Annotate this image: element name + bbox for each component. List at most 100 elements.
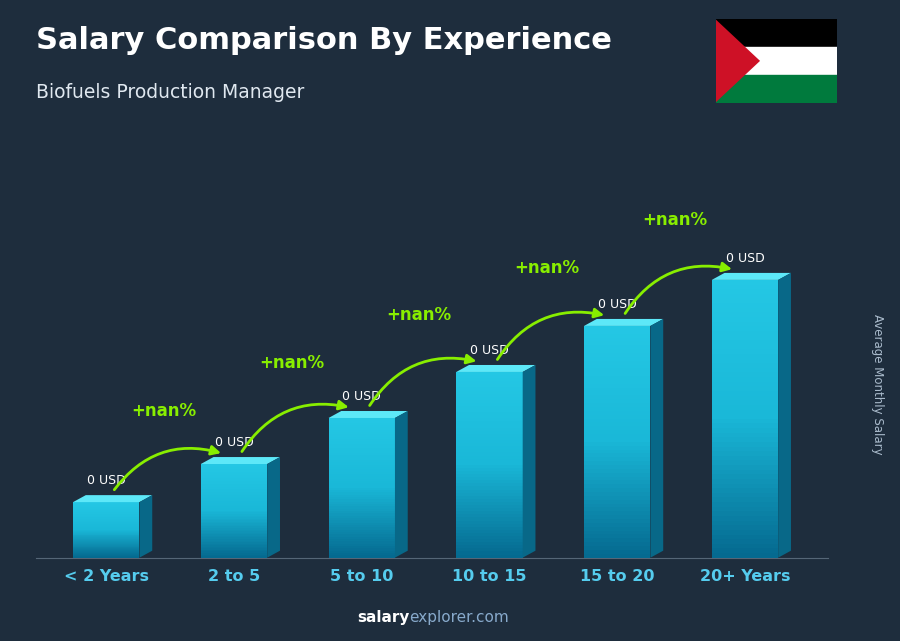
Bar bbox=[456, 495, 523, 499]
Text: 0 USD: 0 USD bbox=[470, 344, 508, 357]
Bar bbox=[712, 433, 778, 437]
Bar bbox=[712, 391, 778, 395]
Polygon shape bbox=[584, 319, 663, 326]
Bar bbox=[201, 537, 267, 539]
Bar bbox=[328, 555, 395, 558]
Bar bbox=[201, 529, 267, 531]
Polygon shape bbox=[395, 411, 408, 558]
Bar bbox=[456, 542, 523, 545]
Bar bbox=[328, 481, 395, 483]
Bar bbox=[584, 550, 651, 554]
Bar bbox=[712, 303, 778, 308]
Bar bbox=[712, 507, 778, 512]
Bar bbox=[73, 531, 140, 532]
Bar bbox=[328, 439, 395, 441]
Bar bbox=[584, 538, 651, 542]
Bar bbox=[328, 474, 395, 476]
Bar bbox=[712, 437, 778, 442]
Bar bbox=[584, 415, 651, 419]
Bar bbox=[584, 392, 651, 395]
Bar bbox=[584, 426, 651, 430]
Bar bbox=[201, 515, 267, 517]
Bar bbox=[73, 518, 140, 519]
Bar bbox=[201, 554, 267, 556]
Bar bbox=[201, 479, 267, 481]
Bar bbox=[584, 376, 651, 380]
Polygon shape bbox=[778, 273, 791, 558]
Bar bbox=[201, 467, 267, 469]
Bar bbox=[584, 422, 651, 426]
Bar bbox=[584, 445, 651, 449]
Bar bbox=[201, 498, 267, 500]
Bar bbox=[584, 384, 651, 388]
Bar bbox=[456, 387, 523, 390]
Bar bbox=[201, 536, 267, 537]
Polygon shape bbox=[140, 495, 152, 558]
Bar bbox=[456, 502, 523, 505]
Bar bbox=[328, 448, 395, 451]
Bar bbox=[73, 532, 140, 533]
Bar bbox=[584, 407, 651, 411]
Bar bbox=[712, 539, 778, 544]
Bar bbox=[456, 390, 523, 394]
Bar bbox=[584, 326, 651, 330]
Bar bbox=[712, 544, 778, 549]
Bar bbox=[328, 529, 395, 532]
Bar bbox=[201, 503, 267, 504]
Polygon shape bbox=[456, 365, 536, 372]
Bar bbox=[456, 514, 523, 517]
Polygon shape bbox=[712, 273, 791, 280]
Bar bbox=[73, 522, 140, 524]
Bar bbox=[201, 487, 267, 489]
Bar bbox=[328, 516, 395, 518]
Bar bbox=[712, 488, 778, 493]
Bar bbox=[456, 487, 523, 490]
Bar bbox=[328, 553, 395, 555]
Bar bbox=[328, 525, 395, 528]
Bar bbox=[328, 518, 395, 520]
Bar bbox=[584, 461, 651, 465]
Bar bbox=[456, 524, 523, 527]
FancyArrowPatch shape bbox=[242, 401, 346, 451]
Bar bbox=[328, 523, 395, 525]
Bar bbox=[73, 514, 140, 515]
Bar bbox=[73, 525, 140, 526]
Text: salary: salary bbox=[357, 610, 410, 625]
Bar bbox=[584, 434, 651, 438]
Bar bbox=[584, 453, 651, 457]
Text: Average Monthly Salary: Average Monthly Salary bbox=[871, 314, 884, 455]
Bar bbox=[584, 535, 651, 538]
Bar bbox=[584, 399, 651, 403]
Bar bbox=[712, 479, 778, 483]
Bar bbox=[328, 504, 395, 506]
Bar bbox=[328, 432, 395, 435]
Bar bbox=[712, 512, 778, 516]
Bar bbox=[712, 358, 778, 363]
Bar bbox=[73, 530, 140, 531]
Bar bbox=[456, 493, 523, 495]
Bar bbox=[73, 508, 140, 510]
Bar bbox=[712, 326, 778, 331]
Bar bbox=[584, 369, 651, 372]
Bar bbox=[712, 424, 778, 428]
Bar bbox=[73, 545, 140, 547]
Polygon shape bbox=[328, 411, 408, 418]
Bar bbox=[712, 470, 778, 474]
Bar bbox=[584, 419, 651, 422]
Bar bbox=[73, 520, 140, 522]
Polygon shape bbox=[651, 319, 663, 558]
Bar bbox=[73, 555, 140, 556]
Bar bbox=[712, 322, 778, 326]
Bar bbox=[328, 551, 395, 553]
Bar bbox=[712, 308, 778, 312]
Bar bbox=[584, 546, 651, 550]
Bar bbox=[201, 526, 267, 528]
Bar bbox=[328, 465, 395, 467]
Bar bbox=[328, 458, 395, 460]
Bar bbox=[73, 516, 140, 517]
Bar bbox=[712, 465, 778, 470]
Bar bbox=[456, 490, 523, 493]
Text: 0 USD: 0 USD bbox=[725, 252, 764, 265]
Bar bbox=[712, 349, 778, 354]
Bar bbox=[456, 437, 523, 440]
